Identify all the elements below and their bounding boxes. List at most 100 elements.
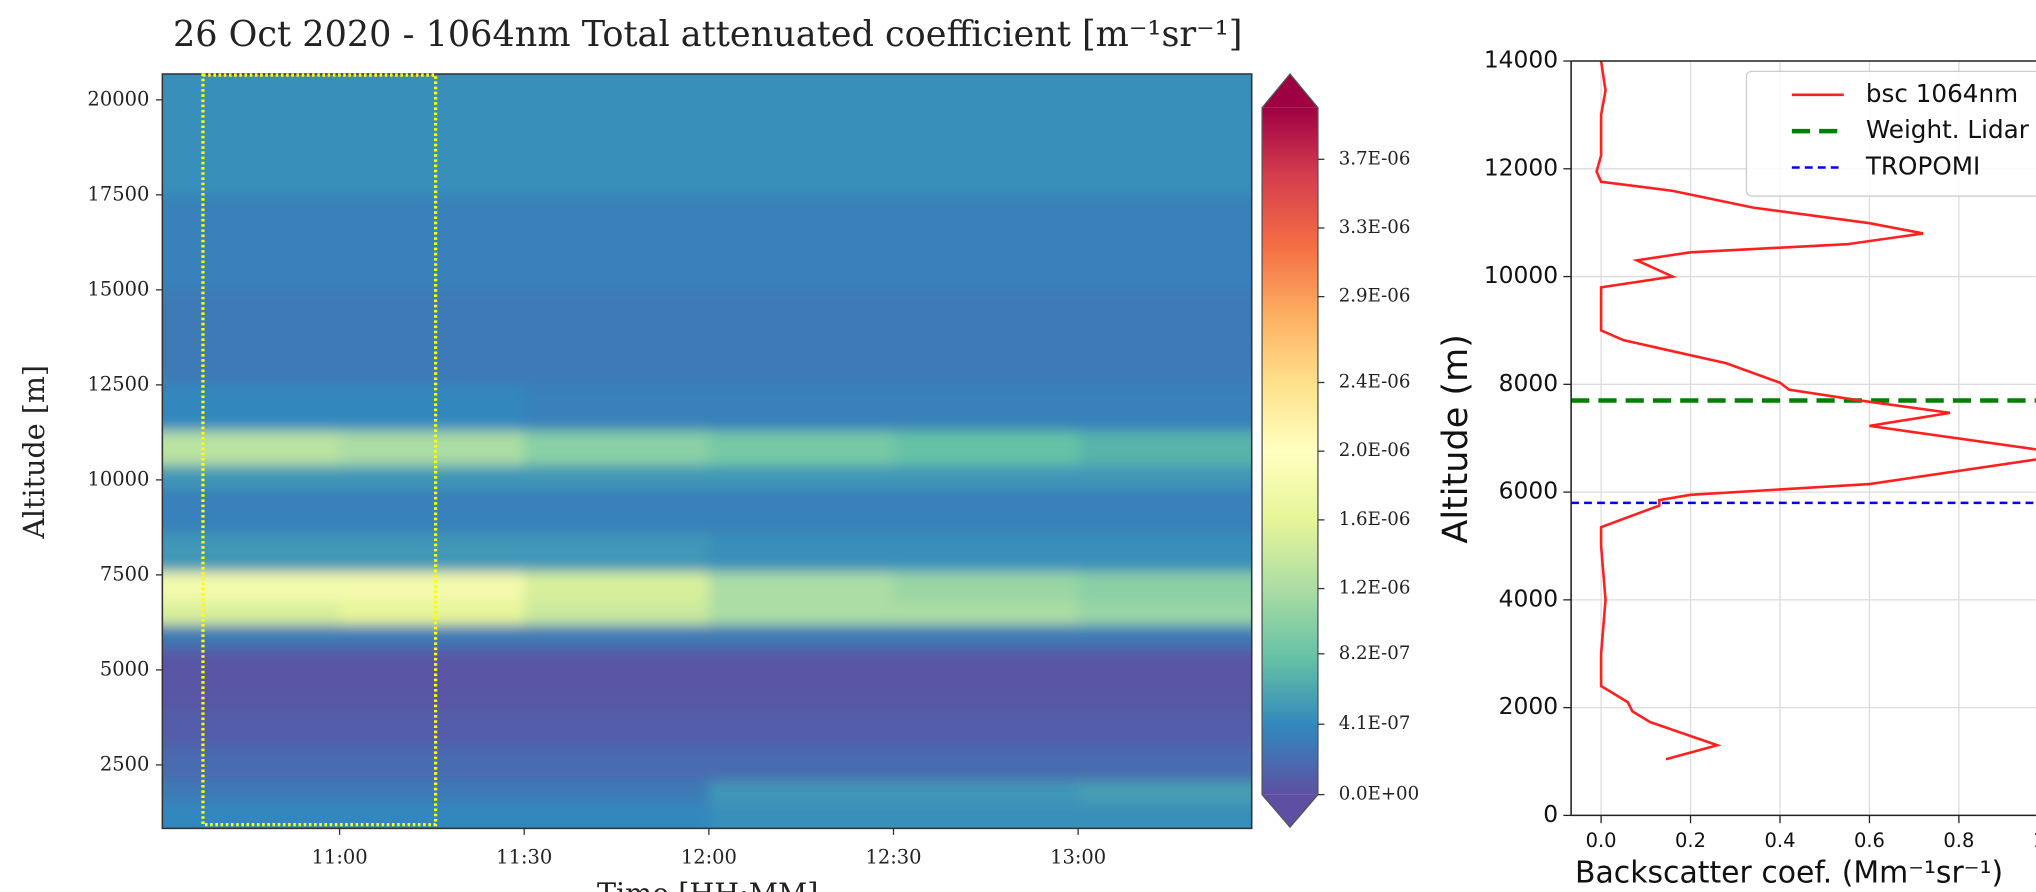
heatmap-cell (708, 487, 895, 534)
y-tick-label: 5000 (100, 657, 150, 680)
heatmap-cell (893, 571, 1079, 603)
x-tick-label: 0.0 (1586, 829, 1617, 852)
heatmap-cell (708, 289, 895, 386)
heatmap-cell (339, 74, 525, 196)
heatmap-cell (893, 624, 1079, 648)
heatmap-cell (708, 533, 895, 572)
colorbar-frame (1261, 72, 1319, 829)
x-tick-label: 0.8 (1943, 829, 1974, 852)
x-tick-label: 12:30 (865, 846, 921, 869)
heatmap-cell (524, 533, 710, 572)
y-tick-label: 0 (1543, 800, 1558, 828)
heatmap-cell (893, 194, 1079, 291)
y-tick-label: 12500 (87, 372, 149, 395)
heatmap-cell (893, 601, 1079, 625)
colorbar-tick-label: 2.4E-06 (1339, 372, 1411, 393)
y-tick-label: 17500 (87, 182, 149, 205)
plot-frame (161, 73, 1253, 830)
heatmap-cell (1078, 571, 1252, 603)
heatmap-cell (162, 464, 341, 489)
heatmap-cell (708, 464, 895, 489)
heatmap-cell (708, 707, 895, 747)
y-tick-label: 12000 (1484, 153, 1558, 181)
heatmap-cell (162, 384, 341, 432)
heatmap-cell (339, 780, 525, 804)
heatmap-cell (162, 74, 341, 196)
heatmap-cell (708, 802, 895, 829)
x-tick-label: 13:00 (1050, 846, 1106, 869)
heatmap-grid (162, 74, 1252, 829)
heatmap-cell (524, 571, 710, 603)
heatmap-cell (893, 745, 1079, 781)
y-tick-label: 20000 (87, 87, 149, 110)
heatmap-panel: 26 Oct 2020 - 1064nm Total attenuated co… (17, 14, 1419, 892)
x-axis-label: Time [HH:MM] (597, 876, 818, 892)
y-tick-label: 8000 (1499, 369, 1558, 397)
heatmap-cell (1078, 533, 1252, 572)
y-tick-label: 2500 (100, 752, 150, 775)
heatmap-cell (339, 430, 525, 466)
x-tick-label: 0.6 (1854, 829, 1885, 852)
heatmap-cell (162, 194, 341, 291)
chart-title: 26 Oct 2020 - 1064nm Total attenuated co… (173, 14, 1242, 55)
heatmap-cell (1078, 707, 1252, 747)
legend-label: TROPOMI (1865, 151, 1980, 180)
x-tick-label: 0.2 (1675, 829, 1706, 852)
heatmap-cell (339, 487, 525, 534)
y-axis-label: Altitude (m) (1435, 334, 1476, 544)
colorbar-extend-bottom (1262, 794, 1318, 828)
colorbar-tick-label: 1.6E-06 (1339, 509, 1411, 530)
heatmap-cell (708, 780, 895, 804)
heatmap-cell (893, 430, 1079, 466)
y-tick-label: 14000 (1484, 46, 1558, 74)
heatmap-cell (1078, 430, 1252, 466)
heatmap-cell (162, 707, 341, 747)
heatmap-cell (708, 384, 895, 432)
heatmap-cell (339, 624, 525, 648)
heatmap-cell (1078, 780, 1252, 804)
heatmap-cell (339, 802, 525, 829)
heatmap-cell (524, 601, 710, 625)
heatmap-cell (893, 464, 1079, 489)
heatmap-cell (339, 464, 525, 489)
heatmap-cell (708, 647, 895, 709)
heatmap-cell (1078, 464, 1252, 489)
heatmap-cell (708, 624, 895, 648)
heatmap-cell (162, 533, 341, 572)
colorbar-tick-label: 4.1E-07 (1339, 713, 1411, 734)
y-tick-label: 15000 (87, 277, 149, 300)
heatmap-cell (339, 194, 525, 291)
heatmap-cell (339, 601, 525, 625)
heatmap-cell (1078, 601, 1252, 625)
heatmap-cell (1078, 384, 1252, 432)
heatmap-cell (524, 194, 710, 291)
heatmap-cell (893, 384, 1079, 432)
heatmap-cell (162, 487, 341, 534)
heatmap-cell (339, 533, 525, 572)
heatmap-cell (1078, 745, 1252, 781)
profile-panel: Altitude (m) Backscatter coef. (Mm⁻¹sr⁻¹… (1435, 46, 2036, 890)
heatmap-cell (708, 601, 895, 625)
heatmap-cell (893, 780, 1079, 804)
heatmap-cell (893, 74, 1079, 196)
heatmap-cell (893, 647, 1079, 709)
heatmap-cell (708, 571, 895, 603)
y-tick-label: 6000 (1499, 477, 1558, 505)
x-tick-label: 11:00 (312, 846, 368, 869)
heatmap-cell (708, 74, 895, 196)
legend-label: Weight. Lidar (1866, 115, 2030, 144)
colorbar (1262, 107, 1318, 795)
heatmap-cell (708, 745, 895, 781)
heatmap-cell (1078, 289, 1252, 386)
y-tick-label: 2000 (1499, 692, 1558, 720)
x-tick-label: 12:00 (681, 846, 737, 869)
colorbar-tick-label: 1.2E-06 (1339, 578, 1411, 599)
y-tick-label: 7500 (100, 562, 150, 585)
colorbar-tick-label: 3.3E-06 (1339, 217, 1411, 238)
heatmap-cell (339, 647, 525, 709)
heatmap-cell (162, 289, 341, 386)
y-tick-label: 10000 (87, 467, 149, 490)
heatmap-cell (339, 384, 525, 432)
heatmap-cell (524, 487, 710, 534)
